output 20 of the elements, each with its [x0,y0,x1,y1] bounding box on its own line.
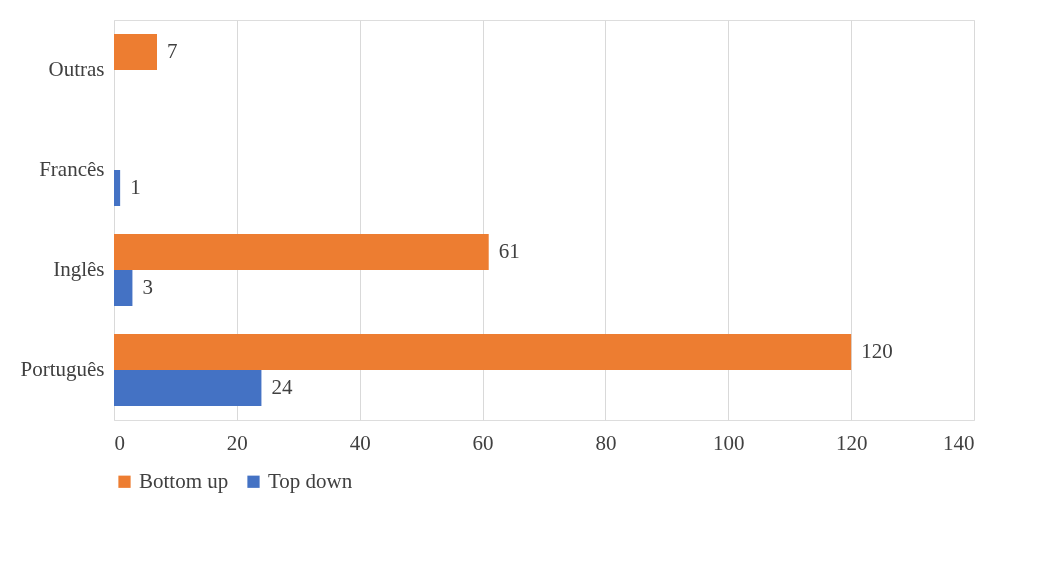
x-tick-label: 60 [472,430,494,455]
legend-label: Bottom up [139,468,229,493]
x-tick-label: 140 [943,430,975,455]
x-tick-label: 80 [595,430,617,455]
x-tick-label: 100 [713,430,745,455]
legend-label: Top down [268,468,353,493]
data-label: 61 [498,239,520,263]
x-tick-label: 0 [114,430,125,455]
data-label: 7 [167,39,178,63]
x-tick-label: 120 [835,430,868,455]
data-label: 3 [142,275,153,299]
data-label: 120 [861,339,893,363]
y-tick-label: Outras [48,57,105,81]
x-tick-label: 20 [226,430,248,455]
y-tick-label: Francês [39,157,105,181]
x-tick-label: 40 [349,430,371,455]
data-label: 24 [271,375,293,399]
y-tick-label: Inglês [53,257,105,281]
y-tick-label: Português [20,357,105,381]
data-label: 1 [130,175,141,199]
